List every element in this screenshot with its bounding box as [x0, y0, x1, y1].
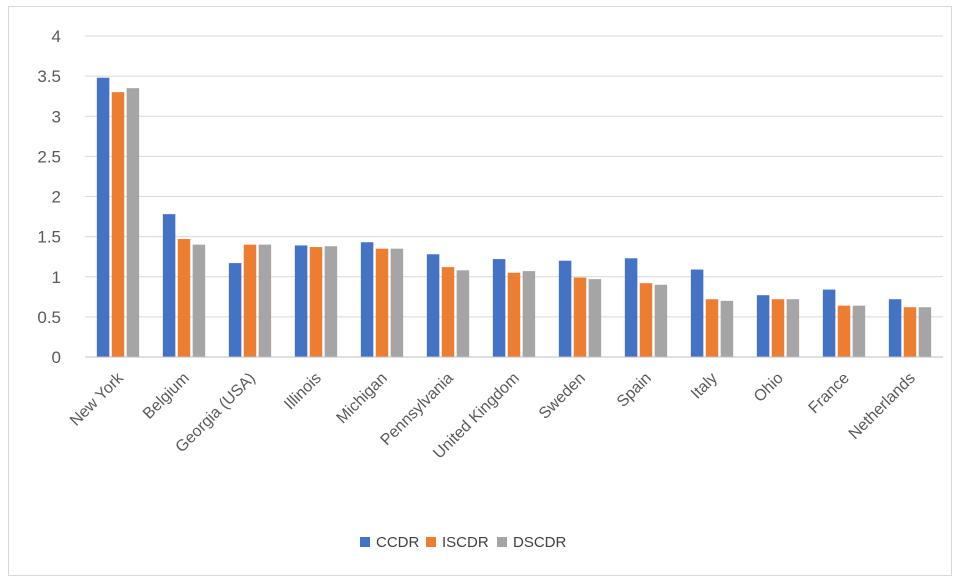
bar-dscdr [918, 307, 932, 357]
x-tick-label: Belgium [140, 370, 193, 423]
legend-swatch-iscdr [426, 537, 436, 547]
bar-dscdr [852, 305, 866, 357]
bar-iscdr [243, 244, 257, 357]
bar-iscdr [639, 283, 653, 357]
bar-ccdr [558, 260, 572, 357]
bar-dscdr [192, 244, 206, 357]
x-tick-label: Sweden [536, 370, 589, 423]
bar-chart: 0 0.5 1 1.5 2 2.5 3 3.5 4 New York BelgiumGeorgia… [37, 27, 943, 551]
bar-dscdr [258, 244, 272, 357]
y-tick-label: 2.5 [37, 147, 61, 166]
bar-dscdr [654, 284, 668, 357]
bar-ccdr [756, 295, 770, 357]
bar-ccdr [690, 269, 704, 357]
x-tick-label: Illinois [281, 370, 324, 413]
bar-ccdr [96, 77, 110, 357]
bar-dscdr [588, 279, 602, 357]
bar-ccdr [822, 289, 836, 357]
bar-ccdr [888, 299, 902, 357]
bar-ccdr [294, 245, 308, 357]
bar-ccdr [162, 214, 176, 357]
bar-iscdr [441, 267, 455, 357]
bar-ccdr [426, 254, 440, 357]
y-tick-label: 1 [52, 268, 61, 287]
x-tick-label: Netherlands [846, 370, 919, 443]
bar-iscdr [903, 307, 917, 357]
bar-ccdr [228, 263, 242, 357]
gridlines [85, 35, 943, 318]
bar-dscdr [786, 299, 800, 357]
bar-dscdr [456, 270, 470, 357]
bar-iscdr [111, 92, 125, 358]
bar-dscdr [324, 246, 338, 357]
bar-iscdr [309, 247, 323, 357]
x-tick-label: New York [67, 369, 128, 430]
bar-iscdr [837, 305, 851, 357]
bar-dscdr [720, 300, 734, 357]
x-tick-label: Michigan [334, 370, 391, 427]
y-tick-label: 3 [52, 107, 61, 126]
bar-iscdr [375, 248, 389, 357]
x-tick-label: France [806, 370, 853, 417]
legend-label: ISCDR [442, 534, 489, 551]
bar-iscdr [705, 299, 719, 357]
chart-frame: 0 0.5 1 1.5 2 2.5 3 3.5 4 New York Belgium Georgia… [8, 6, 952, 576]
y-tick-label: 0 [52, 348, 61, 367]
y-tick-label: 2 [52, 188, 61, 207]
legend-label: DSCDR [513, 534, 567, 551]
y-tick-label: 4 [52, 27, 61, 46]
x-tick-label: Italy [688, 370, 721, 403]
legend-swatch-ccdr [360, 537, 370, 547]
legend-swatch-dscdr [497, 537, 507, 547]
y-axis-ticks: 0 0.5 1 1.5 2 2.5 3 3.5 4 [37, 27, 61, 367]
legend: CCDR ISCDR DSCDR [360, 534, 567, 551]
x-tick-label: Spain [614, 370, 655, 411]
bar-ccdr [492, 259, 506, 357]
y-tick-label: 1.5 [37, 228, 61, 247]
bar-ccdr [624, 258, 638, 357]
bar-dscdr [390, 248, 404, 357]
bar-iscdr [771, 299, 785, 357]
x-tick-label: Ohio [751, 370, 787, 406]
y-tick-label: 3.5 [37, 67, 61, 86]
legend-label: CCDR [376, 534, 419, 551]
bar-iscdr [573, 277, 587, 357]
bar-dscdr [522, 271, 536, 357]
bar-dscdr [126, 88, 140, 357]
y-tick-label: 0.5 [37, 308, 61, 327]
bar-ccdr [360, 242, 374, 357]
bar-iscdr [507, 272, 521, 357]
bars [96, 77, 932, 358]
bar-iscdr [177, 239, 191, 357]
